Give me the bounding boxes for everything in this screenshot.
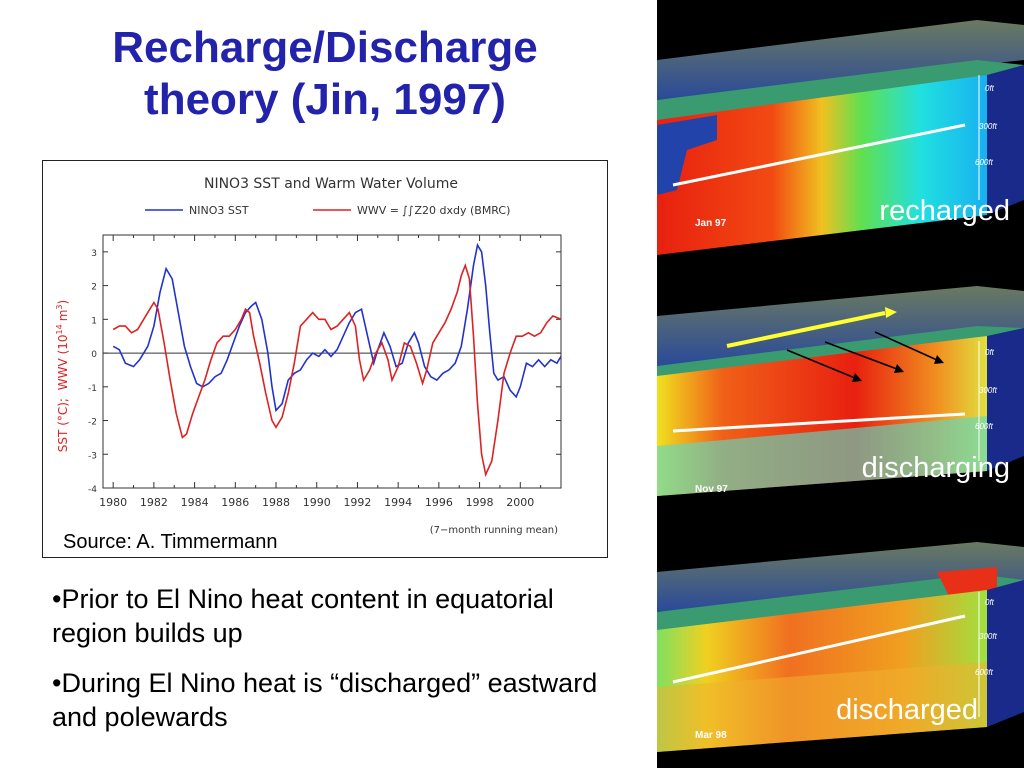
- legend-wwv-integral: ∫∫: [402, 204, 413, 217]
- x-tick-label: 1990: [303, 496, 331, 509]
- depth-label-600ft-3: 600ft: [975, 668, 993, 677]
- plot-area: [102, 234, 562, 489]
- ocean-panels: 0ft 300ft 600ft Jan 97 recharged: [657, 0, 1024, 768]
- ylabel-wwv-unit: m: [56, 310, 70, 322]
- ocean-graphic-3: [657, 542, 1024, 752]
- depth-label-0ft: 0ft: [985, 84, 994, 93]
- x-tick-label: 1988: [262, 496, 290, 509]
- x-tick-label: 2000: [506, 496, 534, 509]
- svg-text:SST (°C); WWV (1014m3): SST (°C); WWV (1014 m3): [55, 300, 70, 452]
- x-tick-label: 1994: [384, 496, 412, 509]
- running-mean-note: (7−month running mean): [430, 525, 558, 536]
- depth-label-600ft-2: 600ft: [975, 422, 993, 431]
- ylabel-close: ): [56, 300, 70, 305]
- panel-2-date: Nov 97: [695, 484, 728, 495]
- panel-1-date: Jan 97: [695, 218, 727, 229]
- y-axis-ticks: -4 -3 -2 -1 0 1 2 3: [88, 249, 561, 495]
- x-tick-label: 1984: [181, 496, 209, 509]
- series-wwv-line: [112, 262, 562, 478]
- ylabel-wwv-exp: 14: [55, 324, 64, 334]
- legend-wwv-prefix: WWV =: [357, 204, 399, 217]
- depth-label-300ft: 300ft: [979, 122, 997, 131]
- x-tick-label: 1996: [425, 496, 453, 509]
- depth-label-300ft-2: 300ft: [979, 386, 997, 395]
- ocean-graphic-2: [657, 286, 1024, 496]
- chart-source: Source: A. Timmermann: [63, 531, 278, 553]
- x-tick-label: 1992: [343, 496, 371, 509]
- x-tick-label: 1998: [466, 496, 494, 509]
- x-tick-label: 1980: [99, 496, 127, 509]
- ocean-graphic-1: [657, 20, 1024, 255]
- y-tick-label: -2: [88, 418, 97, 428]
- nino3-wwv-chart: NINO3 SST and Warm Water Volume NINO3 SS…: [55, 176, 562, 536]
- panel-1-label: recharged: [879, 195, 1010, 227]
- y-tick-label: 0: [91, 350, 97, 360]
- chart-title: NINO3 SST and Warm Water Volume: [204, 176, 458, 192]
- bullet-2: •During El Nino heat is “discharged” eas…: [52, 668, 598, 732]
- panel-2-label: discharging: [861, 452, 1010, 484]
- ocean-panel-2: 0ft 300ft 600ft Nov 97 discharging: [657, 256, 1024, 512]
- y-tick-label: 2: [91, 283, 97, 293]
- depth-label-0ft-2: 0ft: [985, 348, 994, 357]
- panel-3-date: Mar 98: [695, 730, 727, 741]
- slide-title: Recharge/Discharge theory (Jin, 1997): [112, 23, 538, 124]
- series-sst-line: [112, 242, 562, 413]
- legend-wwv-label: WWV = ∫∫Z20 dxdy (BMRC): [357, 204, 510, 217]
- ylabel-sst: SST (°C);: [56, 398, 70, 452]
- depth-label-0ft-3: 0ft: [985, 598, 994, 607]
- x-tick-label: 1986: [221, 496, 249, 509]
- y-axis-label: SST (°C); WWV (1014 m3): [55, 300, 70, 452]
- ocean-panel-1: 0ft 300ft 600ft Jan 97 recharged: [657, 0, 1024, 256]
- chart-legend: NINO3 SST WWV = ∫∫Z20 dxdy (BMRC): [145, 204, 510, 217]
- y-tick-label: -3: [88, 451, 97, 461]
- panel-3-label: discharged: [836, 694, 978, 726]
- y-tick-label: 1: [91, 316, 97, 326]
- x-tick-label: 1982: [140, 496, 168, 509]
- bullet-1: •Prior to El Nino heat content in equato…: [52, 584, 554, 648]
- chart-container: NINO3 SST and Warm Water Volume NINO3 SS…: [42, 160, 608, 558]
- legend-wwv-suffix: Z20 dxdy (BMRC): [414, 204, 510, 217]
- y-tick-label: 3: [91, 249, 97, 259]
- legend-sst-label: NINO3 SST: [189, 204, 249, 217]
- ylabel-wwv: WWV (10: [56, 334, 70, 390]
- x-axis-ticks: 1980 1982 1984 1986 1988 1990 1992 1994 1996 1998…: [99, 235, 542, 509]
- y-tick-label: -1: [88, 384, 97, 394]
- ylabel-wwv-unit-exp: 3: [55, 304, 64, 309]
- bullet-list: •Prior to El Nino heat content in equato…: [52, 582, 632, 750]
- ocean-panel-3: 0ft 300ft 600ft Mar 98 discharged: [657, 512, 1024, 768]
- y-tick-label: -4: [88, 485, 97, 495]
- depth-label-300ft-3: 300ft: [979, 632, 997, 641]
- depth-label-600ft: 600ft: [975, 158, 993, 167]
